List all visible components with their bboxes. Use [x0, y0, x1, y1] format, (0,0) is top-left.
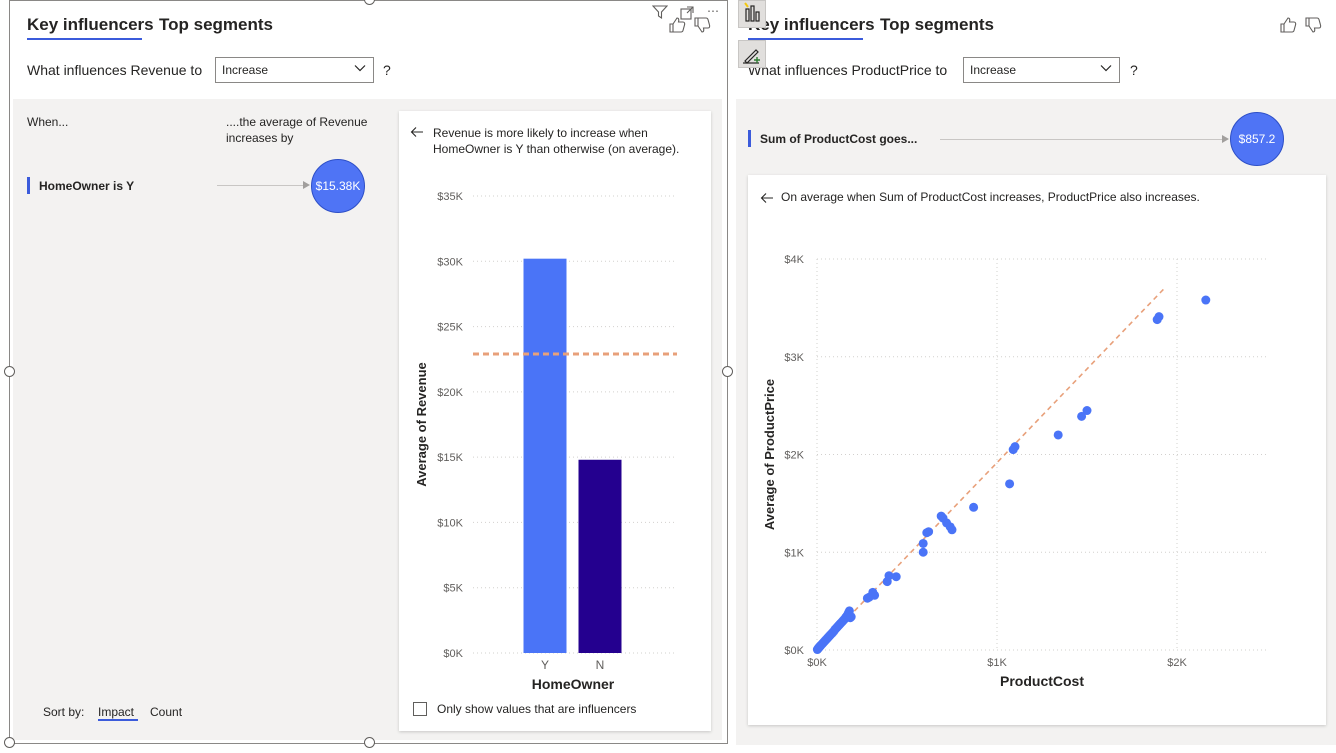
scatter-point [969, 502, 979, 512]
y-tick-label: $3K [784, 352, 804, 364]
y-tick-label: $20K [437, 387, 463, 399]
bar-n [578, 459, 622, 653]
direction-dropdown[interactable]: Increase [215, 57, 374, 83]
help-icon[interactable]: ? [383, 62, 391, 78]
key-influencers-visual-revenue[interactable]: Key influencers Top segments ⋯ What infl… [0, 0, 733, 748]
y-tick-label: $0K [784, 645, 804, 657]
scatter-point [1082, 406, 1092, 416]
y-tick-label: $25K [437, 322, 463, 334]
y-tick-label: $35K [437, 191, 463, 203]
tab-key-influencers[interactable]: Key influencers [27, 15, 154, 34]
dropdown-value: Increase [222, 63, 269, 77]
when-header: When... [27, 115, 69, 129]
direction-dropdown[interactable]: Increase [963, 57, 1120, 83]
back-arrow-icon[interactable] [410, 125, 424, 143]
connector-arrow-icon [1222, 135, 1229, 143]
key-influencers-visual-productprice[interactable]: Key influencers Top segments What influe… [736, 0, 1336, 745]
chevron-down-icon [1100, 65, 1112, 72]
tab-top-segments[interactable]: Top segments [159, 15, 273, 34]
y-tick-label: $0K [443, 648, 463, 660]
thumbs-up-icon[interactable] [1279, 17, 1297, 38]
y-tick-label: $15K [437, 452, 463, 464]
y-axis-title: Average of ProductPrice [762, 379, 777, 530]
x-tick-label: N [596, 658, 605, 672]
scatter-point [1077, 411, 1087, 421]
sort-impact-button[interactable]: Impact [98, 705, 135, 719]
scatter-point [1005, 479, 1015, 489]
factor-indicator [748, 130, 751, 147]
checkbox-label: Only show values that are influencers [437, 702, 637, 716]
connector-arrow-icon [303, 181, 310, 189]
scatter-point [918, 547, 928, 557]
resize-handle-left[interactable] [4, 366, 15, 377]
format-visual-icon[interactable] [738, 40, 766, 68]
scatter-point [884, 571, 894, 581]
scatter-point [846, 612, 856, 622]
tab-active-underline [27, 38, 142, 40]
resize-handle-right[interactable] [722, 366, 733, 377]
scatter-point [1010, 442, 1020, 452]
factor-label[interactable]: HomeOwner is Y [39, 179, 135, 193]
y-tick-label: $2K [784, 450, 804, 462]
resize-handle-bottom-left[interactable] [4, 737, 15, 748]
scatter-point [924, 527, 934, 537]
scatter-point [918, 538, 928, 548]
impact-header: ....the average of Revenue increases by [226, 115, 368, 145]
x-axis-title: ProductCost [1000, 673, 1084, 689]
factor-indicator [27, 177, 30, 194]
more-options-icon[interactable]: ⋯ [707, 4, 720, 18]
y-tick-label: $5K [443, 583, 463, 595]
tab-top-segments[interactable]: Top segments [880, 15, 994, 34]
detail-description: On average when Sum of ProductCost incre… [781, 190, 1200, 204]
y-tick-label: $4K [784, 254, 804, 266]
y-axis-title: Average of Revenue [414, 362, 429, 487]
factor-label[interactable]: Sum of ProductCost goes... [760, 132, 918, 146]
detail-card: On average when Sum of ProductCost incre… [748, 175, 1326, 725]
y-tick-label: $10K [437, 517, 463, 529]
y-tick-label: $30K [437, 256, 463, 268]
factor-connector-line [940, 139, 1225, 140]
thumbs-down-icon[interactable] [1304, 17, 1322, 38]
detail-card: Revenue is more likely to increase when … [399, 111, 711, 731]
x-tick-label: $0K [807, 657, 827, 669]
scatter-point [1154, 312, 1164, 322]
factor-connector-line [217, 185, 307, 186]
help-icon[interactable]: ? [1130, 62, 1138, 78]
sort-count-button[interactable]: Count [150, 705, 183, 719]
question-label: What influences Revenue to [27, 62, 203, 78]
back-arrow-icon[interactable] [760, 191, 774, 209]
x-tick-label: Y [541, 658, 549, 672]
chevron-down-icon [354, 65, 366, 72]
thumbs-down-icon[interactable] [693, 17, 711, 38]
y-tick-label: $1K [784, 547, 804, 559]
x-axis-title: HomeOwner [532, 676, 615, 692]
scatter-point [891, 572, 901, 582]
x-tick-label: $1K [987, 657, 1007, 669]
resize-handle-bottom[interactable] [364, 737, 375, 748]
detail-description: Revenue is more likely to increase when … [433, 126, 680, 156]
scatter-point [1053, 430, 1063, 440]
revenue-bar-chart: $0K $5K $10K $15K $20K $25K $30K $35K Y N HomeOwne… [414, 191, 677, 692]
sort-active-underline [98, 719, 138, 721]
dropdown-value: Increase [970, 63, 1017, 77]
question-label: What influences ProductPrice to [748, 62, 948, 78]
sort-label: Sort by: [43, 705, 85, 719]
bar-y [523, 258, 567, 653]
build-visual-icon[interactable] [738, 0, 766, 28]
impact-bubble[interactable]: $857.2 [1230, 112, 1284, 166]
focus-mode-icon[interactable] [680, 6, 694, 25]
tab-key-influencers[interactable]: Key influencers [748, 15, 875, 34]
scatter-point [1201, 295, 1211, 305]
filter-icon[interactable] [651, 5, 669, 24]
tab-active-underline [748, 38, 863, 40]
thumbs-up-icon[interactable] [668, 17, 686, 38]
visual-toolbar [738, 0, 766, 70]
productprice-scatter-chart: $0K $1K $2K $3K $4K $0K $1K $2K ProductCost Avera… [762, 254, 1267, 689]
scatter-point [947, 525, 957, 535]
x-tick-label: $2K [1167, 657, 1187, 669]
scatter-point [870, 590, 880, 600]
influencers-checkbox[interactable] [413, 702, 427, 716]
impact-bubble[interactable]: $15.38K [311, 159, 365, 213]
